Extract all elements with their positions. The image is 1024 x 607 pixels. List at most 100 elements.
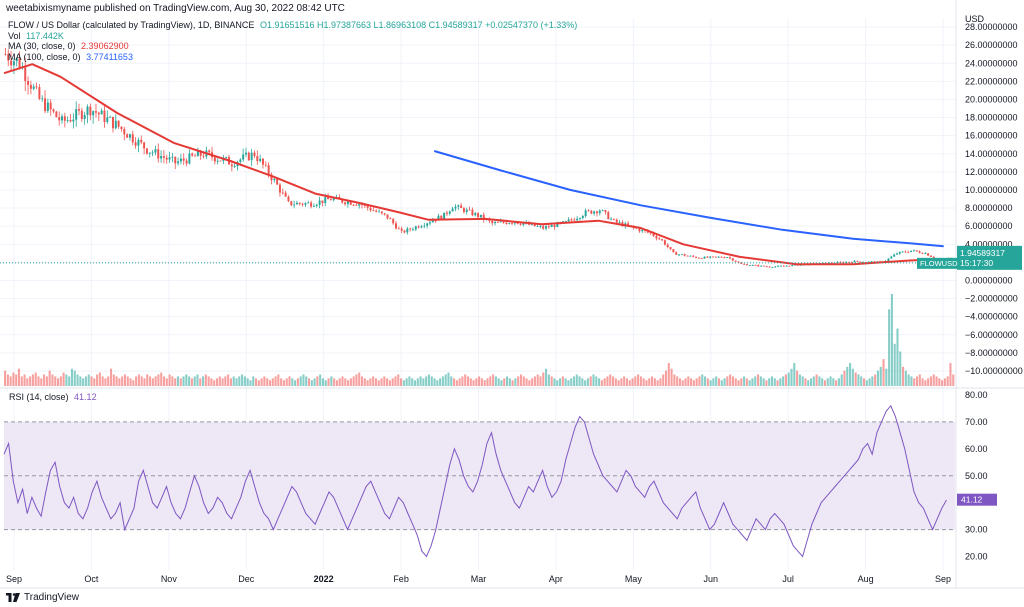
- candle-body: [114, 120, 117, 129]
- volume-bar: [522, 376, 525, 386]
- candle-body: [179, 158, 182, 162]
- candle-body: [355, 204, 358, 206]
- candle-body: [32, 86, 35, 89]
- time-tick-label: Sep: [6, 574, 22, 584]
- ma30-legend-label[interactable]: MA (30, close, 0): [8, 41, 76, 51]
- candle-body: [675, 252, 678, 255]
- volume-bar: [550, 376, 553, 386]
- volume-legend-label[interactable]: Vol: [8, 30, 21, 41]
- volume-bar: [394, 376, 397, 386]
- volume-bar: [168, 374, 171, 386]
- candle-body: [779, 265, 782, 267]
- rsi-tick-label: 60.00: [965, 444, 988, 454]
- volume-bar: [547, 374, 550, 386]
- volume-bar: [374, 378, 378, 386]
- volume-bar: [319, 374, 322, 386]
- volume-bar: [26, 378, 29, 386]
- volume-bar: [915, 376, 919, 386]
- volume-bar: [90, 376, 93, 386]
- candle-body: [12, 61, 15, 66]
- rsi-legend-label[interactable]: RSI (14, close): [9, 392, 69, 402]
- ma100-legend-value: 3.77411653: [86, 51, 133, 62]
- volume-bar: [840, 374, 843, 386]
- ma100-line: [433, 150, 944, 248]
- volume-bar: [149, 376, 152, 386]
- candle-body: [253, 152, 256, 157]
- candle-body: [270, 174, 273, 181]
- volume-bar: [310, 380, 313, 386]
- volume-bar: [575, 374, 578, 386]
- price-tick-label: −4.00000000: [965, 312, 1018, 322]
- volume-bar: [578, 376, 581, 386]
- candle-body: [7, 54, 10, 61]
- ma100-legend-label[interactable]: MA (100, close, 0): [8, 51, 81, 62]
- volume-bar: [726, 376, 729, 386]
- moving-averages: [0, 63, 955, 266]
- candle-body: [513, 222, 516, 224]
- volume-bar: [642, 378, 645, 386]
- volume-bar: [818, 376, 821, 386]
- volume-bar: [263, 376, 266, 386]
- candle-body: [462, 208, 465, 212]
- volume-bar: [478, 376, 481, 386]
- candle-body: [593, 211, 596, 214]
- time-tick-label: Apr: [549, 574, 563, 584]
- volume-bar: [466, 376, 470, 386]
- volume-bar: [874, 374, 877, 386]
- volume-bar: [598, 378, 601, 386]
- volume-bar: [190, 378, 193, 386]
- candle-body: [15, 58, 18, 62]
- volume-bar: [210, 378, 213, 386]
- candle-body: [723, 257, 726, 259]
- volume-bar: [943, 378, 946, 386]
- candle-body: [358, 204, 361, 206]
- candle-body: [562, 221, 564, 223]
- price-tick-label: 8.00000000: [965, 203, 1013, 213]
- candle-body: [929, 255, 932, 257]
- volume-bar: [15, 374, 18, 386]
- volume-bar: [723, 378, 726, 386]
- candle-body: [751, 264, 754, 266]
- candle-body: [162, 156, 165, 158]
- candle-body: [174, 156, 177, 164]
- candle-body: [89, 106, 92, 116]
- volume-bar: [639, 376, 642, 386]
- candle-body: [386, 214, 389, 219]
- volume-bar: [929, 376, 932, 386]
- candle-body: [862, 262, 865, 263]
- candle-body: [482, 214, 485, 220]
- volume-bar: [12, 372, 15, 386]
- volume-bar: [508, 378, 511, 386]
- volume-bar: [355, 374, 358, 386]
- candle-body: [760, 265, 763, 267]
- candle-body: [58, 117, 61, 121]
- volume-bar: [946, 376, 949, 386]
- candle-body: [103, 110, 106, 123]
- candle-body: [233, 166, 236, 167]
- volume-bar: [453, 378, 456, 386]
- candle-body: [743, 263, 746, 265]
- candle-body: [171, 156, 174, 158]
- ma30-line: [3, 63, 953, 266]
- candle-body: [627, 223, 630, 226]
- candle-body: [437, 215, 440, 221]
- volume-bar: [584, 380, 587, 386]
- volume-bar: [277, 374, 280, 386]
- rsi-tick-label: 80.00: [965, 390, 988, 400]
- candle-body: [78, 109, 80, 111]
- volume-bar: [801, 376, 804, 386]
- volume-bar: [84, 376, 87, 386]
- volume-bar: [383, 376, 386, 386]
- volume-bar: [380, 378, 383, 386]
- volume-bar: [268, 380, 272, 386]
- time-tick-label: Feb: [393, 574, 409, 584]
- ohlc-values: O1.91651516 H1.97387663 L1.86963108 C1.9…: [259, 20, 578, 30]
- volume-bar: [751, 378, 754, 386]
- candle-body: [160, 156, 163, 159]
- candle-body: [468, 209, 471, 211]
- volume-bar: [854, 372, 857, 386]
- volume-bar: [812, 376, 815, 386]
- price-tick-label: −2.00000000: [965, 294, 1018, 304]
- symbol-title[interactable]: FLOW / US Dollar (calculated by TradingV…: [8, 20, 255, 30]
- volume-bar: [634, 376, 637, 386]
